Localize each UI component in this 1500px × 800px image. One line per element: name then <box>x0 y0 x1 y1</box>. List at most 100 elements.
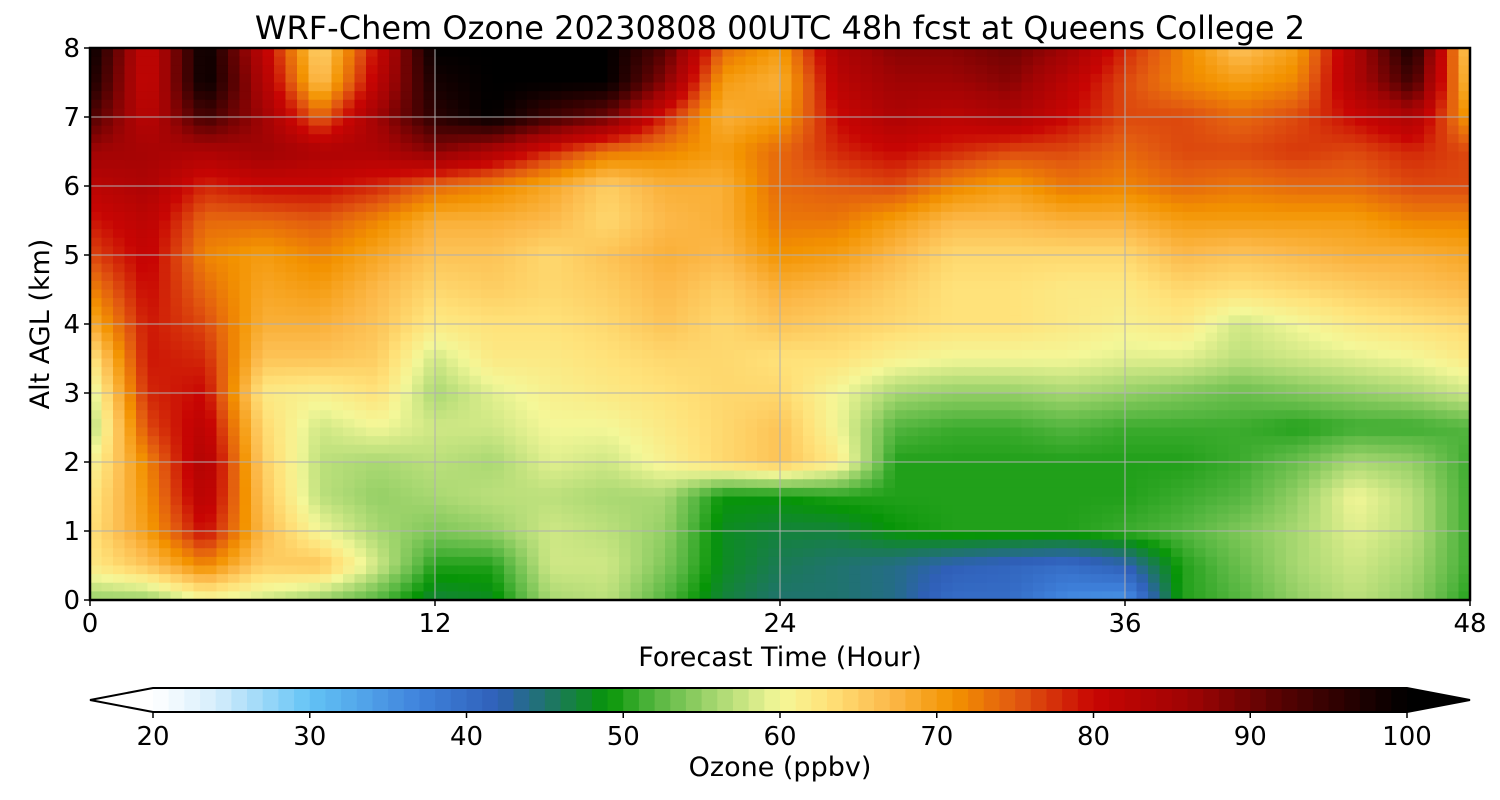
ozone-cell <box>607 160 620 170</box>
ozone-cell <box>354 263 367 273</box>
ozone-cell <box>354 393 367 403</box>
ozone-cell <box>849 375 862 385</box>
ozone-cell <box>1125 211 1138 222</box>
ozone-cell <box>722 384 735 394</box>
ozone-cell <box>1343 263 1356 273</box>
ozone-cell <box>1435 151 1448 161</box>
ozone-cell <box>1343 367 1356 377</box>
ozone-cell <box>136 341 149 351</box>
ozone-cell <box>239 142 252 153</box>
ozone-cell <box>653 384 666 394</box>
ozone-cell <box>412 194 425 204</box>
ozone-cell <box>998 108 1011 118</box>
ozone-cell <box>1435 117 1448 127</box>
ozone-cell <box>1378 375 1391 385</box>
ozone-cell <box>216 194 229 204</box>
ozone-cell <box>1044 384 1057 394</box>
ozone-cell <box>619 65 632 75</box>
ozone-cell <box>1079 341 1092 351</box>
ozone-cell <box>791 332 804 342</box>
ozone-cell <box>941 125 954 135</box>
ozone-cell <box>1148 151 1161 161</box>
ozone-cell <box>182 341 195 351</box>
ozone-cell <box>389 73 402 84</box>
ozone-cell <box>239 168 252 178</box>
ozone-cell <box>757 203 770 213</box>
ozone-cell <box>1067 280 1080 291</box>
ozone-cell <box>400 272 413 282</box>
ozone-cell <box>872 272 885 282</box>
ozone-cell <box>1182 272 1195 282</box>
ozone-cell <box>653 125 666 135</box>
ozone-cell <box>504 125 517 135</box>
ozone-cell <box>435 117 448 127</box>
ozone-cell <box>745 203 758 213</box>
ozone-cell <box>550 255 563 265</box>
ozone-cell <box>124 134 137 144</box>
ozone-cell <box>1412 56 1425 66</box>
ozone-cell <box>527 358 540 368</box>
ozone-cell <box>607 48 620 58</box>
ozone-cell <box>308 117 321 127</box>
ozone-cell <box>170 401 183 411</box>
ozone-cell <box>975 194 988 204</box>
ozone-cell <box>412 298 425 308</box>
ozone-cell <box>435 160 448 170</box>
ozone-cell <box>1171 246 1184 256</box>
ozone-cell <box>1332 177 1345 187</box>
ozone-cell <box>469 375 482 385</box>
ozone-cell <box>90 160 103 170</box>
ozone-cell <box>837 324 850 334</box>
ozone-cell <box>1021 160 1034 170</box>
ozone-cell <box>596 168 609 178</box>
ozone-cell <box>653 332 666 342</box>
ozone-cell <box>1355 99 1368 109</box>
ozone-cell <box>251 220 264 230</box>
ozone-cell <box>343 306 356 316</box>
ozone-cell <box>803 220 816 230</box>
ozone-cell <box>745 229 758 239</box>
ozone-cell <box>1056 48 1069 58</box>
ozone-cell <box>1332 315 1345 325</box>
ozone-cell <box>630 186 643 196</box>
ozone-cell <box>1182 237 1195 247</box>
ozone-cell <box>780 91 793 101</box>
ozone-cell <box>872 280 885 291</box>
ozone-cell <box>136 237 149 247</box>
ozone-cell <box>837 142 850 153</box>
ozone-cell <box>1447 134 1460 144</box>
ozone-cell <box>550 48 563 58</box>
ozone-cell <box>1332 367 1345 377</box>
ozone-cell <box>734 280 747 291</box>
ozone-cell <box>653 315 666 325</box>
ozone-cell <box>699 82 712 92</box>
ozone-cell <box>354 142 367 153</box>
ozone-cell <box>584 73 597 84</box>
ozone-cell <box>136 203 149 213</box>
ozone-cell <box>320 99 333 109</box>
ozone-cell <box>159 220 172 230</box>
ozone-cell <box>688 65 701 75</box>
ozone-cell <box>228 177 241 187</box>
ozone-cell <box>1044 194 1057 204</box>
ozone-cell <box>1194 56 1207 66</box>
ozone-cell <box>90 117 103 127</box>
ozone-cell <box>619 324 632 334</box>
ozone-cell <box>642 393 655 403</box>
ozone-cell <box>1090 151 1103 161</box>
ozone-cell <box>343 82 356 92</box>
ozone-cell <box>1286 289 1299 299</box>
ozone-cell <box>1412 384 1425 394</box>
ozone-cell <box>699 160 712 170</box>
ozone-cell <box>1320 393 1333 403</box>
ozone-cell <box>170 298 183 308</box>
ozone-cell <box>987 56 1000 66</box>
ozone-cell <box>941 229 954 239</box>
ozone-cell <box>527 82 540 92</box>
ozone-cell <box>619 298 632 308</box>
ozone-cell <box>814 272 827 282</box>
ozone-cell <box>757 272 770 282</box>
ozone-cell <box>929 306 942 316</box>
ozone-cell <box>1171 332 1184 342</box>
ozone-cell <box>297 315 310 325</box>
